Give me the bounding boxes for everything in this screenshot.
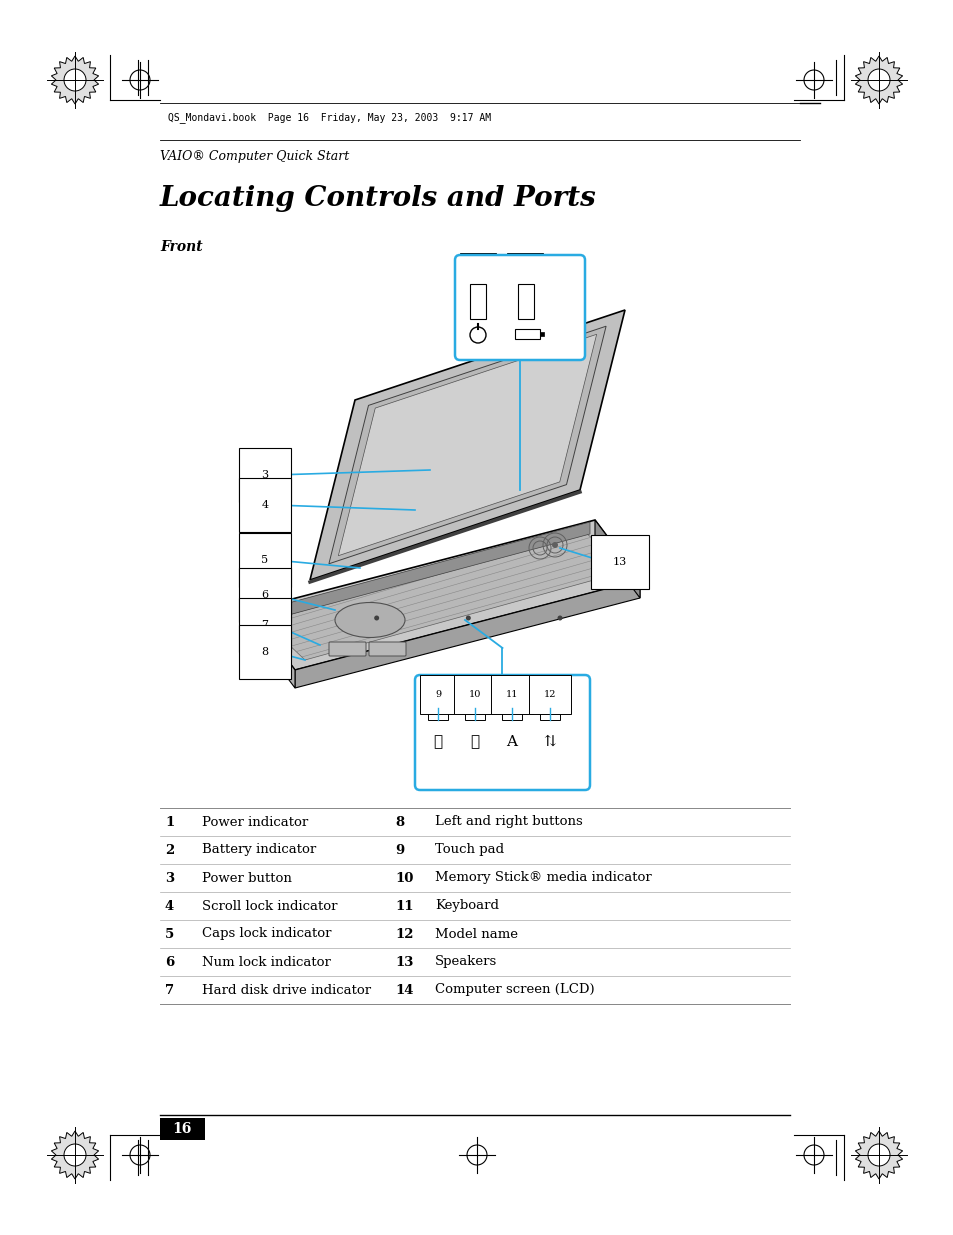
Text: Memory Stick® media indicator: Memory Stick® media indicator (435, 872, 651, 884)
Text: 13: 13 (612, 557, 626, 567)
Circle shape (557, 615, 562, 620)
Text: 6: 6 (165, 956, 174, 968)
FancyBboxPatch shape (369, 642, 406, 656)
Text: 5: 5 (165, 927, 174, 941)
FancyBboxPatch shape (415, 676, 589, 790)
Text: Hard disk drive indicator: Hard disk drive indicator (202, 983, 371, 997)
Text: 9: 9 (435, 690, 440, 699)
Text: Speakers: Speakers (435, 956, 497, 968)
Polygon shape (310, 310, 624, 580)
Text: 1: 1 (165, 815, 174, 829)
Text: 11: 11 (395, 899, 413, 913)
Circle shape (282, 615, 287, 620)
Circle shape (374, 615, 378, 620)
Text: 3: 3 (165, 872, 174, 884)
Text: QS_Mondavi.book  Page 16  Friday, May 23, 2003  9:17 AM: QS_Mondavi.book Page 16 Friday, May 23, … (168, 112, 491, 124)
Text: Power button: Power button (202, 872, 292, 884)
Bar (470, 284, 485, 319)
Polygon shape (338, 335, 596, 556)
Text: 2: 2 (521, 268, 528, 277)
Polygon shape (265, 529, 629, 659)
Text: 13: 13 (395, 956, 413, 968)
Text: Caps lock indicator: Caps lock indicator (202, 927, 331, 941)
Text: 12: 12 (395, 927, 413, 941)
Text: 14: 14 (395, 983, 413, 997)
Text: Battery indicator: Battery indicator (202, 844, 315, 857)
Text: Front: Front (160, 240, 202, 254)
Text: 16: 16 (172, 1123, 192, 1136)
Text: Left and right buttons: Left and right buttons (435, 815, 582, 829)
Text: Scroll lock indicator: Scroll lock indicator (202, 899, 337, 913)
Circle shape (64, 1144, 86, 1166)
Text: ☐: ☐ (433, 735, 442, 748)
Text: ⓞ: ⓞ (470, 735, 479, 748)
Polygon shape (254, 522, 589, 624)
Polygon shape (294, 580, 639, 688)
Text: 3: 3 (261, 471, 269, 480)
Text: VAIO® Computer Quick Start: VAIO® Computer Quick Start (160, 149, 349, 163)
Text: 11: 11 (505, 690, 517, 699)
Bar (539, 332, 543, 336)
Circle shape (465, 615, 471, 620)
Bar (515, 329, 539, 338)
Text: 2: 2 (165, 844, 174, 857)
Circle shape (552, 542, 558, 548)
Text: 10: 10 (468, 690, 480, 699)
Text: Locating Controls and Ports: Locating Controls and Ports (160, 185, 597, 212)
Text: 4: 4 (165, 899, 174, 913)
Polygon shape (595, 520, 639, 598)
Text: ⇅: ⇅ (543, 735, 556, 748)
Bar (428, 708, 448, 720)
Text: 8: 8 (261, 647, 269, 657)
Polygon shape (250, 610, 294, 688)
Ellipse shape (335, 603, 405, 637)
Text: 5: 5 (261, 555, 269, 564)
Text: Touch pad: Touch pad (435, 844, 503, 857)
Polygon shape (51, 1131, 98, 1179)
Polygon shape (855, 1131, 902, 1179)
Bar (160, 1118, 205, 1140)
Text: Num lock indicator: Num lock indicator (202, 956, 331, 968)
Text: Model name: Model name (435, 927, 517, 941)
Polygon shape (51, 56, 98, 104)
Circle shape (64, 69, 86, 91)
Text: 10: 10 (395, 872, 413, 884)
Text: 8: 8 (395, 815, 404, 829)
Polygon shape (250, 520, 639, 671)
Text: 7: 7 (165, 983, 174, 997)
Text: Power indicator: Power indicator (202, 815, 308, 829)
Text: Keyboard: Keyboard (435, 899, 498, 913)
Bar (501, 708, 521, 720)
Ellipse shape (486, 351, 502, 359)
Text: 12: 12 (543, 690, 556, 699)
Text: 1: 1 (475, 268, 480, 277)
Bar (539, 708, 559, 720)
Text: 9: 9 (395, 844, 404, 857)
Text: 4: 4 (261, 500, 269, 510)
Circle shape (867, 1144, 889, 1166)
Text: A: A (506, 735, 517, 748)
Circle shape (867, 69, 889, 91)
FancyBboxPatch shape (329, 642, 366, 656)
Text: Computer screen (LCD): Computer screen (LCD) (435, 983, 594, 997)
Polygon shape (329, 326, 605, 564)
Text: 6: 6 (261, 590, 269, 600)
FancyBboxPatch shape (455, 254, 584, 359)
Bar (517, 284, 534, 319)
Bar (464, 708, 484, 720)
Text: 7: 7 (261, 620, 268, 630)
Polygon shape (855, 56, 902, 104)
